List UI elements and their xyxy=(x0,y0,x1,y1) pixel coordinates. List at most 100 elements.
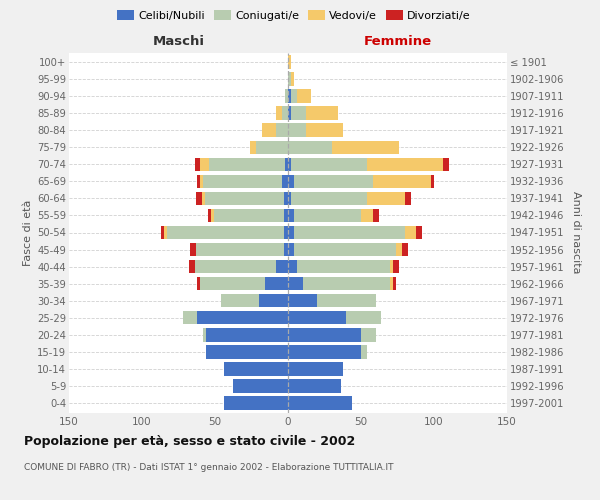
Bar xyxy=(405,192,410,205)
Bar xyxy=(294,209,361,222)
Bar xyxy=(294,174,373,188)
Bar xyxy=(221,294,259,308)
Bar xyxy=(161,226,164,239)
Bar xyxy=(332,140,399,154)
Bar xyxy=(224,362,288,376)
Bar xyxy=(361,346,367,358)
Bar xyxy=(288,174,294,188)
Bar xyxy=(197,174,200,188)
Bar xyxy=(302,277,390,290)
Bar xyxy=(288,226,294,239)
Bar xyxy=(288,243,294,256)
Y-axis label: Anni di nascita: Anni di nascita xyxy=(571,191,581,274)
Bar xyxy=(194,260,277,274)
Bar xyxy=(200,158,209,171)
Bar xyxy=(288,380,341,392)
Bar xyxy=(211,209,214,222)
Bar xyxy=(288,294,317,308)
Bar xyxy=(183,311,197,324)
Bar xyxy=(396,243,402,256)
Bar xyxy=(288,346,361,358)
Bar xyxy=(197,277,200,290)
Bar xyxy=(277,106,282,120)
Bar xyxy=(305,106,338,120)
Bar xyxy=(443,158,449,171)
Bar xyxy=(393,260,399,274)
Bar xyxy=(208,209,211,222)
Bar xyxy=(284,226,288,239)
Bar xyxy=(361,209,373,222)
Bar xyxy=(167,226,284,239)
Bar xyxy=(214,209,284,222)
Bar xyxy=(288,311,346,324)
Bar xyxy=(233,380,288,392)
Bar xyxy=(196,243,284,256)
Bar xyxy=(405,226,416,239)
Bar xyxy=(288,124,305,137)
Bar xyxy=(250,140,256,154)
Bar xyxy=(265,277,288,290)
Bar xyxy=(285,158,288,171)
Bar xyxy=(284,209,288,222)
Text: Maschi: Maschi xyxy=(152,35,205,48)
Bar xyxy=(361,328,376,342)
Bar xyxy=(402,243,408,256)
Bar xyxy=(206,346,288,358)
Bar xyxy=(200,174,203,188)
Bar xyxy=(224,396,288,410)
Bar xyxy=(288,55,291,68)
Bar xyxy=(367,158,443,171)
Bar xyxy=(297,90,311,102)
Bar xyxy=(431,174,434,188)
Bar xyxy=(297,260,390,274)
Bar xyxy=(190,243,196,256)
Bar xyxy=(294,226,405,239)
Bar xyxy=(284,243,288,256)
Bar xyxy=(277,124,288,137)
Bar xyxy=(288,277,302,290)
Bar xyxy=(203,328,206,342)
Text: COMUNE DI FABRO (TR) - Dati ISTAT 1° gennaio 2002 - Elaborazione TUTTITALIA.IT: COMUNE DI FABRO (TR) - Dati ISTAT 1° gen… xyxy=(24,462,394,471)
Bar xyxy=(291,72,294,86)
Bar xyxy=(288,396,352,410)
Bar xyxy=(291,192,367,205)
Bar xyxy=(203,174,282,188)
Bar xyxy=(288,106,291,120)
Bar xyxy=(194,158,200,171)
Bar xyxy=(197,311,288,324)
Bar xyxy=(288,158,291,171)
Bar xyxy=(291,106,305,120)
Bar xyxy=(305,124,343,137)
Text: Popolazione per età, sesso e stato civile - 2002: Popolazione per età, sesso e stato civil… xyxy=(24,435,355,448)
Bar xyxy=(390,260,393,274)
Bar xyxy=(373,174,431,188)
Bar xyxy=(416,226,422,239)
Bar xyxy=(390,277,393,290)
Bar xyxy=(206,328,288,342)
Bar xyxy=(196,192,202,205)
Bar xyxy=(288,209,294,222)
Bar xyxy=(282,106,288,120)
Bar xyxy=(367,192,405,205)
Bar xyxy=(317,294,376,308)
Bar xyxy=(282,174,288,188)
Bar xyxy=(205,192,284,205)
Bar xyxy=(288,192,291,205)
Bar xyxy=(189,260,194,274)
Bar xyxy=(259,294,288,308)
Bar xyxy=(288,90,291,102)
Bar xyxy=(277,260,288,274)
Bar xyxy=(164,226,167,239)
Bar xyxy=(285,90,288,102)
Bar xyxy=(284,192,288,205)
Bar xyxy=(294,243,396,256)
Legend: Celibi/Nubili, Coniugati/e, Vedovi/e, Divorziati/e: Celibi/Nubili, Coniugati/e, Vedovi/e, Di… xyxy=(113,6,475,25)
Y-axis label: Fasce di età: Fasce di età xyxy=(23,200,33,266)
Bar xyxy=(262,124,277,137)
Bar xyxy=(373,209,379,222)
Bar xyxy=(288,260,297,274)
Text: Femmine: Femmine xyxy=(364,35,431,48)
Bar xyxy=(209,158,285,171)
Bar xyxy=(291,158,367,171)
Bar xyxy=(291,90,297,102)
